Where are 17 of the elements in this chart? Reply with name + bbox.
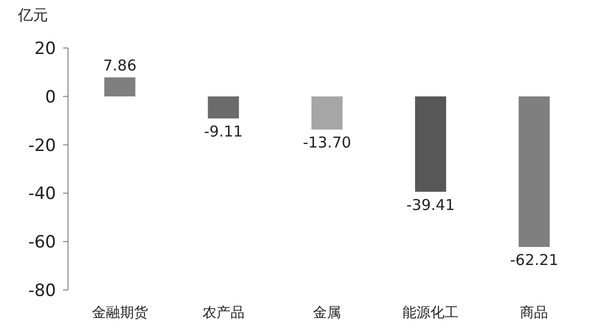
x-tick-label: 金融期货 — [92, 305, 148, 321]
y-tick-label: -20 — [28, 136, 56, 156]
data-label: -39.41 — [406, 196, 455, 214]
y-axis-title: 亿元 — [17, 6, 48, 24]
y-tick-label: 20 — [34, 38, 56, 59]
x-tick-label: 能源化工 — [402, 305, 459, 321]
y-tick-label: -80 — [28, 280, 56, 301]
x-tick-label: 农产品 — [202, 305, 244, 321]
data-label: -13.70 — [302, 134, 352, 152]
y-tick-label: 0 — [45, 87, 56, 108]
data-label: -62.21 — [510, 250, 558, 269]
y-tick-label: -40 — [28, 184, 56, 204]
data-label: -9.11 — [204, 122, 243, 140]
x-tick-label: 金属 — [313, 305, 341, 321]
y-tick-label: -60 — [28, 232, 56, 253]
data-label: 7.86 — [103, 56, 137, 74]
x-tick-label: 商品 — [520, 305, 548, 321]
